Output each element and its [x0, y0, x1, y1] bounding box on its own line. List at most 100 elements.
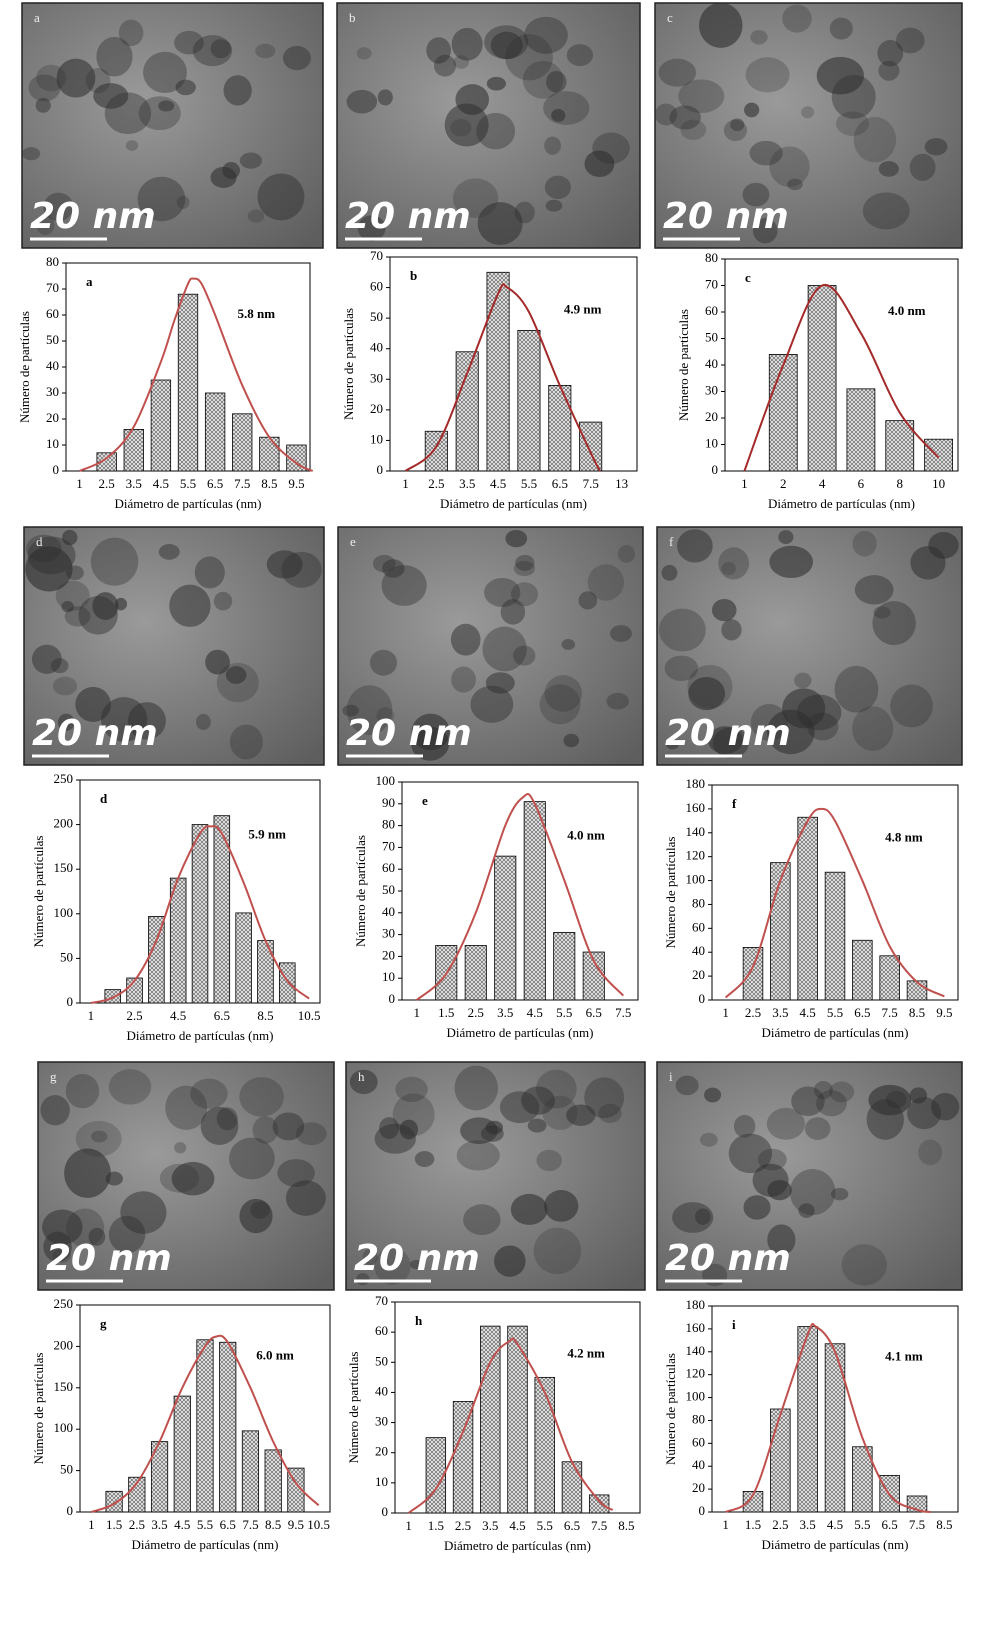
x-tick-label: 6.5: [220, 1517, 236, 1532]
bar: [150, 379, 172, 472]
x-tick-label: 9.5: [288, 476, 304, 491]
particle: [399, 1119, 419, 1140]
x-tick-label: 3.5: [459, 476, 475, 491]
y-tick-label: 0: [67, 994, 74, 1009]
y-tick-label: 80: [382, 817, 395, 832]
particle: [675, 1075, 699, 1096]
particle: [745, 57, 790, 93]
tem-image: [654, 2, 963, 249]
panel-label: c: [667, 10, 673, 25]
y-tick-label: 80: [46, 254, 59, 269]
bar: [561, 1461, 583, 1514]
x-axis-title: Diámetro de partículas (nm): [115, 496, 262, 511]
mean-annotation: 5.8 nm: [238, 306, 276, 321]
particle: [277, 1159, 315, 1187]
tem-image: [21, 2, 324, 249]
particle: [694, 1208, 711, 1225]
x-axis-title: Diámetro de partículas (nm): [768, 496, 915, 511]
x-tick-label: 1.5: [106, 1517, 122, 1532]
panel-letter: i: [732, 1317, 736, 1332]
y-tick-label: 70: [375, 1293, 388, 1308]
particle: [342, 704, 359, 717]
x-tick-label: 4.5: [174, 1517, 190, 1532]
particle: [158, 100, 175, 112]
particle: [174, 1142, 187, 1154]
particle: [749, 140, 783, 166]
scale-label: 20 nm: [345, 196, 471, 237]
particle: [52, 1248, 72, 1263]
particle: [533, 1227, 582, 1275]
particle: [195, 713, 211, 730]
particle: [255, 43, 276, 59]
particle: [190, 1078, 228, 1109]
x-tick-label: 1: [402, 476, 409, 491]
y-axis-title: Número de partículas: [663, 1353, 678, 1465]
y-tick-label: 80: [692, 1411, 705, 1426]
x-tick-label: 8.5: [265, 1517, 281, 1532]
bar: [906, 980, 928, 1001]
particle: [794, 672, 812, 689]
particle: [804, 1117, 831, 1141]
particle: [909, 1087, 928, 1104]
particle: [285, 1180, 326, 1216]
x-axis-title: Diámetro de partículas (nm): [444, 1538, 591, 1553]
particle: [101, 697, 148, 742]
scale-label: 20 nm: [30, 196, 156, 237]
particle: [395, 1076, 428, 1103]
scale-label: 20 nm: [346, 713, 472, 754]
particle: [789, 1169, 836, 1216]
x-tick-label: 5.5: [827, 1005, 843, 1020]
x-tick-label: 7.5: [234, 476, 250, 491]
y-tick-label: 40: [705, 356, 718, 371]
panel-label: e: [350, 534, 356, 549]
y-tick-label: 30: [705, 382, 718, 397]
particle: [346, 89, 378, 114]
fit-curve: [79, 277, 314, 472]
particle: [108, 1069, 152, 1105]
mean-annotation: 4.0 nm: [567, 827, 605, 842]
particle: [561, 639, 576, 650]
particle: [872, 601, 916, 646]
x-tick-label: 1: [88, 1008, 95, 1023]
fit-curve: [416, 792, 625, 1001]
bar: [824, 1343, 846, 1513]
bar: [191, 824, 209, 1004]
x-tick-label: 7.5: [591, 1518, 607, 1533]
panel-label: f: [669, 534, 674, 549]
panel-label: i: [669, 1069, 673, 1084]
bar: [523, 801, 546, 1001]
bar: [852, 1446, 873, 1513]
y-tick-label: 70: [370, 248, 383, 263]
particle: [584, 1077, 625, 1119]
mean-annotation: 4.2 nm: [567, 1346, 605, 1361]
particle: [543, 91, 590, 125]
particle: [928, 532, 959, 559]
tem-image: [345, 1061, 646, 1291]
y-tick-label: 100: [54, 905, 74, 920]
particle: [484, 577, 521, 607]
y-tick-label: 30: [46, 384, 59, 399]
particle: [137, 176, 186, 222]
bar: [452, 1401, 474, 1514]
x-tick-label: 3.5: [800, 1517, 816, 1532]
panel-label: d: [36, 534, 43, 549]
particle: [566, 1104, 596, 1126]
bar: [104, 989, 121, 1004]
particle: [782, 4, 812, 33]
particle: [544, 1190, 579, 1222]
particle: [798, 1203, 815, 1218]
x-tick-label: 8.5: [257, 1008, 273, 1023]
x-tick-label: 7.5: [909, 1517, 925, 1532]
x-tick-label: 1: [88, 1517, 95, 1532]
particle: [678, 79, 725, 114]
bar: [123, 428, 144, 472]
y-tick-label: 50: [705, 329, 718, 344]
bar: [279, 962, 296, 1004]
particle: [778, 530, 794, 545]
particle: [757, 1148, 787, 1171]
bar: [824, 871, 846, 1001]
particle: [476, 112, 516, 150]
scale-label: 20 nm: [663, 196, 789, 237]
particle: [377, 89, 393, 106]
bar: [797, 816, 818, 1001]
